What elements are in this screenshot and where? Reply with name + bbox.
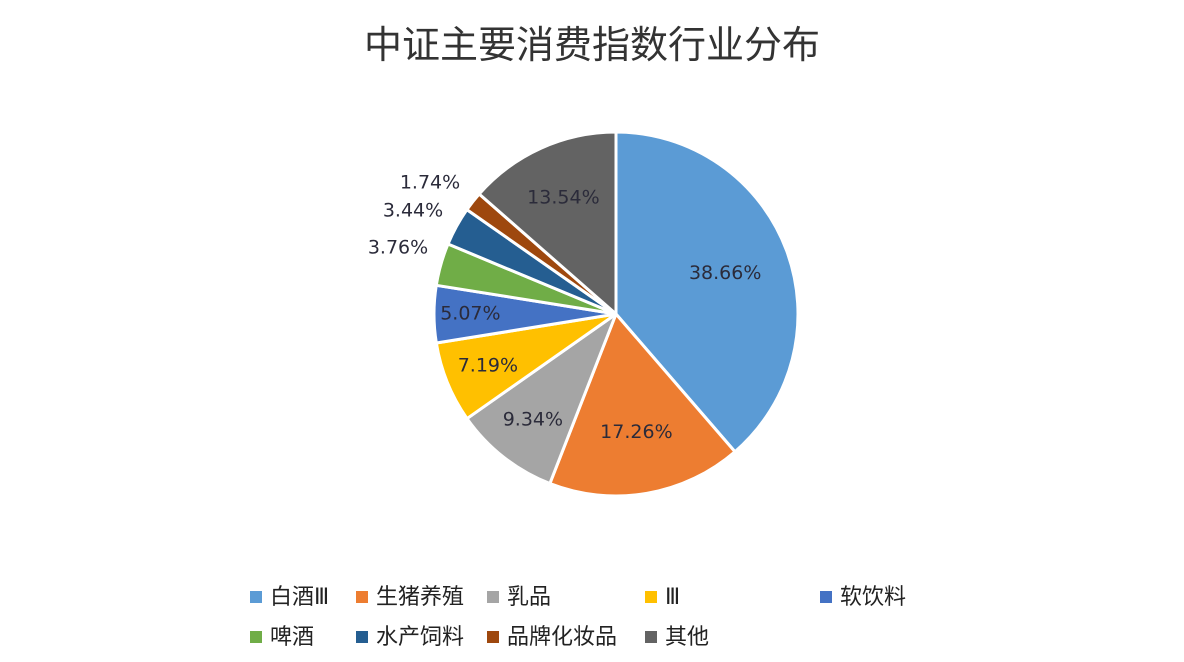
slice-value-label: 9.34% — [503, 408, 563, 430]
slice-value-label: 3.76% — [368, 237, 428, 259]
slice-value-label: 38.66% — [689, 262, 761, 284]
slice-value-label: 5.07% — [440, 303, 500, 325]
pie-slice — [614, 130, 800, 454]
slice-value-label: 17.26% — [600, 421, 672, 443]
legend-swatch — [250, 631, 262, 643]
pie-slice — [477, 130, 618, 316]
legend-swatch — [250, 591, 262, 603]
legend-item: 白酒Ⅲ — [250, 585, 329, 610]
pie-slice — [465, 312, 618, 486]
legend-item: 啤酒 — [250, 625, 314, 650]
chart-title: 中证主要消费指数行业分布 — [364, 23, 820, 67]
slice-value-label: 13.54% — [527, 187, 599, 209]
pie-slice — [548, 312, 737, 498]
slice-value-label: 3.44% — [383, 200, 443, 222]
legend-item: 软饮料 — [820, 585, 906, 610]
legend-item: 水产饲料 — [356, 625, 464, 650]
legend-swatch — [356, 591, 368, 603]
legend-item: 生猪养殖 — [356, 585, 464, 610]
slice-value-label: 7.19% — [458, 355, 518, 377]
legend-label: Ⅲ — [665, 585, 680, 610]
legend-swatch — [645, 631, 657, 643]
legend-label: 生猪养殖 — [376, 585, 464, 610]
legend-swatch — [820, 591, 832, 603]
legend-label: 乳品 — [507, 585, 551, 610]
legend-label: 白酒Ⅲ — [270, 585, 329, 610]
legend-swatch — [356, 631, 368, 643]
legend-label: 啤酒 — [270, 625, 314, 650]
legend-label: 其他 — [665, 625, 709, 650]
legend-label: 水产饲料 — [376, 625, 464, 650]
legend-item: 乳品 — [487, 585, 551, 610]
legend-item: 品牌化妆品 — [487, 625, 617, 650]
legend-swatch — [645, 591, 657, 603]
legend-label: 软饮料 — [840, 585, 906, 610]
legend-label: 品牌化妆品 — [507, 625, 617, 650]
legend-item: 其他 — [645, 625, 709, 650]
legend-swatch — [487, 591, 499, 603]
legend-swatch — [487, 631, 499, 643]
pie-labels: 38.66% 17.26% 9.34% 7.19% 5.07% 3.76% 3.44% 1.7… — [368, 172, 762, 443]
slice-value-label: 1.74% — [400, 172, 460, 194]
legend-item: Ⅲ — [645, 585, 680, 610]
pie-slices — [432, 130, 800, 498]
